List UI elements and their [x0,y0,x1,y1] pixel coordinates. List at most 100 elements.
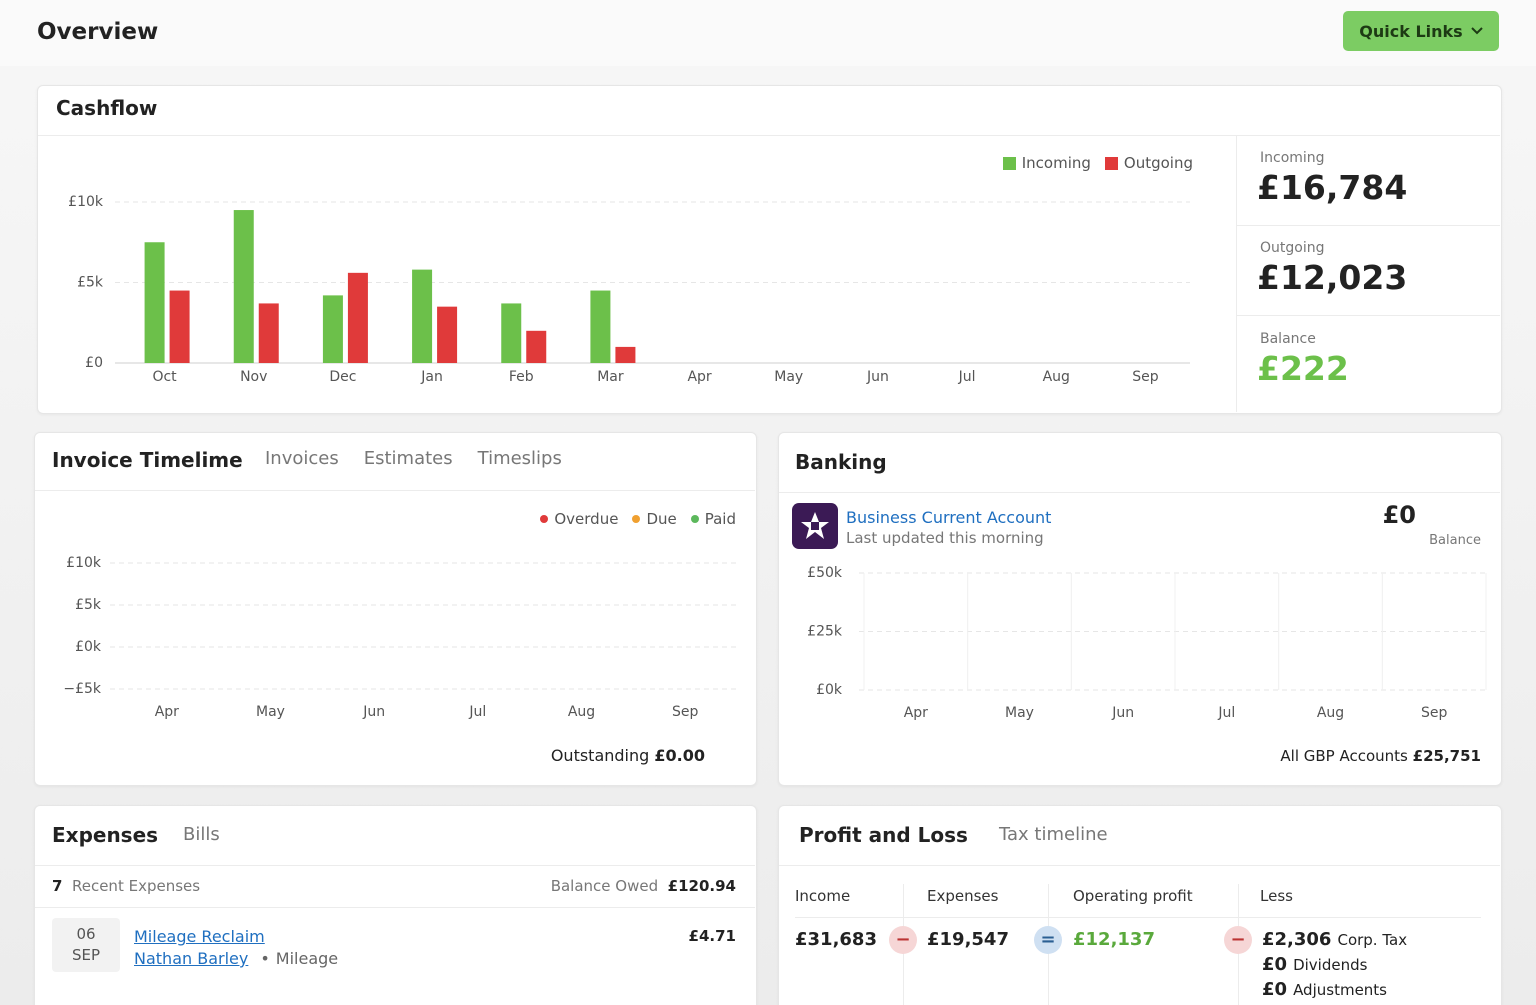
column-value: £31,683 [795,929,877,950]
summary-value: £16,784 [1257,168,1408,207]
legend: Overdue Due Paid [540,510,736,528]
balance-owed: Balance Owed £120.94 [551,877,736,895]
card-title: Banking [795,450,887,474]
operator: − [1224,926,1252,954]
invoice-card [34,432,757,786]
divider [1237,225,1500,226]
legend-label: Paid [704,510,736,528]
card-title: Cashflow [56,96,158,120]
legend-dot [632,515,641,523]
button-label: Quick Links [1359,21,1463,41]
legend-item: Due [632,510,677,528]
account-balance: £0 [1382,501,1416,529]
tab[interactable]: Estimates [363,448,453,469]
divider [35,865,755,866]
operator: − [889,926,917,954]
card-title: Invoice Timelime [52,448,243,472]
tab[interactable]: Tax timeline [999,824,1108,845]
summary-label: Incoming [1260,150,1325,166]
operator: = [1034,926,1062,954]
less-amount: £2,306 [1262,929,1332,950]
quick-links-button[interactable]: Quick Links [1343,11,1499,51]
account-name[interactable]: Business Current Account [846,508,1052,527]
legend-label: Overdue [554,510,619,528]
summary-label: Balance [1260,331,1316,347]
column-label: Expenses [927,887,999,905]
card-title: Profit and Loss [799,823,968,847]
card-title: Expenses [52,823,159,847]
day: 06 [76,925,96,943]
column-value: £12,137 [1073,929,1155,950]
date-box: 06 SEP [52,918,120,972]
less-label: Less [1260,887,1293,905]
divider [1236,136,1237,412]
tab[interactable]: Invoices [265,448,339,469]
expense-title[interactable]: Mileage Reclaim [134,927,265,946]
tabs: Tax timeline [999,824,1108,845]
legend-label: Outgoing [1123,154,1193,172]
legend-label: Incoming [1021,154,1091,172]
tabs: Invoices Estimates Timeslips [265,448,562,469]
legend-item: Outgoing [1104,154,1193,172]
label: Balance Owed [550,877,659,895]
summary-value: £222 [1257,349,1349,388]
count: 7 [52,877,63,895]
legend-dot [540,515,549,523]
legend: Incoming Outgoing [1002,154,1193,172]
expense-meta: Nathan Barley • Mileage [134,949,338,968]
less-amount: £0 [1262,954,1288,975]
legend-dot [690,515,699,523]
less-item: £0 Dividends [1262,954,1367,975]
divider [1237,315,1500,316]
legend-item: Paid [690,510,736,528]
bullet: • [260,949,270,968]
person[interactable]: Nathan Barley [134,949,249,968]
column-label: Income [795,887,851,905]
chevron [1470,27,1483,35]
less-name: Adjustments [1293,981,1387,999]
legend-label: Due [646,510,677,528]
balance-label: Balance [1429,533,1481,548]
banking-card [778,432,1502,786]
expenses-card [34,805,757,1005]
divider [779,492,1500,493]
account-updated: Last updated this morning [846,529,1044,547]
legend-swatch [1104,156,1118,170]
total: All GBP Accounts £25,751 [1280,747,1481,765]
summary-label: Outgoing [1260,240,1325,256]
less-item: £0 Adjustments [1262,979,1387,1000]
label: Recent Expenses [71,877,201,895]
page-title: Overview [37,19,159,45]
divider [38,135,1500,136]
value: £25,751 [1412,747,1481,765]
less-amount: £0 [1262,979,1288,1000]
value: £120.94 [667,877,736,895]
less-item: £2,306 Corp. Tax [1262,929,1407,950]
category: Mileage [275,949,339,968]
amount: £4.71 [688,927,736,945]
label: All GBP Accounts [1280,747,1408,765]
header [0,0,1536,66]
tabs: Bills [183,824,220,845]
divider [779,865,1500,866]
tab[interactable]: Bills [183,824,220,845]
column-value: £19,547 [927,929,1009,950]
less-name: Corp. Tax [1337,931,1408,949]
legend-item: Overdue [540,510,618,528]
tab[interactable]: Timeslips [477,448,562,469]
less-name: Dividends [1293,956,1368,974]
label: Outstanding [550,746,650,765]
legend-swatch [1002,156,1016,170]
month: SEP [71,946,101,964]
value: £0.00 [654,746,705,765]
cashflow-card [37,85,1502,414]
recent-count: 7 Recent Expenses [52,877,200,895]
divider [35,907,755,908]
outstanding: Outstanding £0.00 [551,746,705,765]
column-label: Operating profit [1073,887,1193,905]
legend-item: Incoming [1002,154,1091,172]
divider [795,917,1481,918]
bank-icon [792,503,838,549]
divider [35,490,755,491]
